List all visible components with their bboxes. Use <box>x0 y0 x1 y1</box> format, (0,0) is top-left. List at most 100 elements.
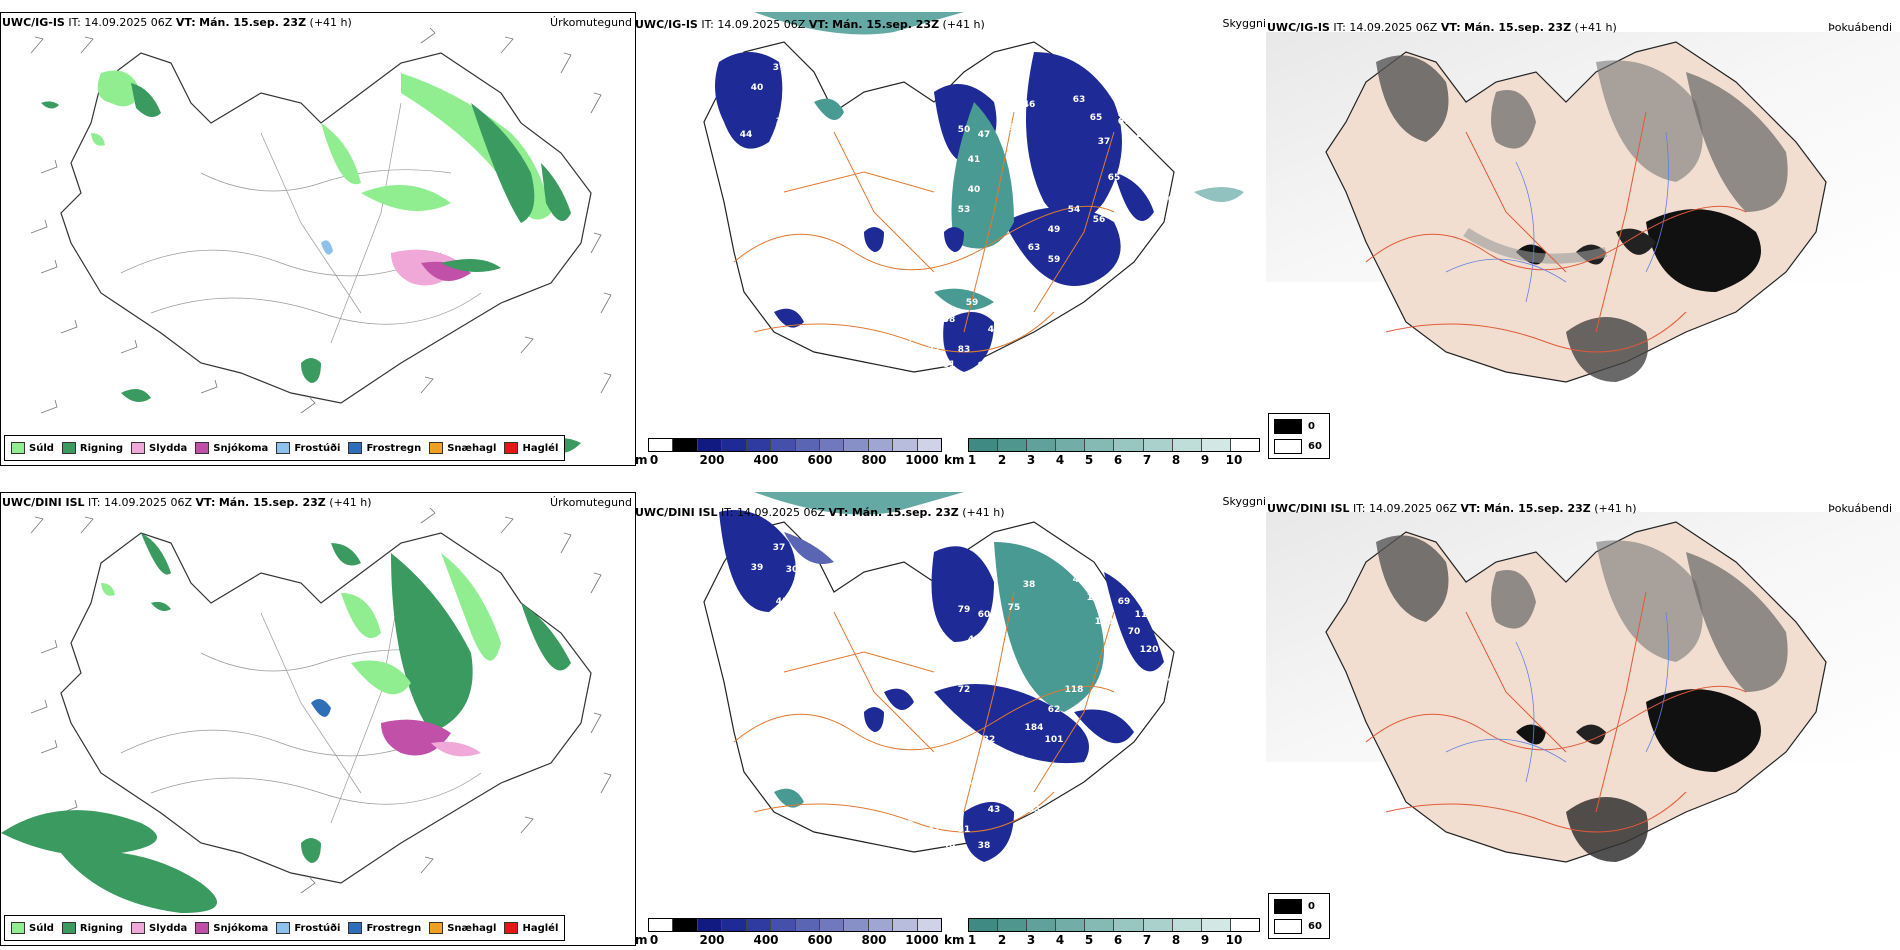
cloud-base-value-label: 63 <box>1073 95 1086 105</box>
cloud-base-value-label: 566 <box>1090 695 1109 705</box>
cloud-base-value-label: 38 <box>978 841 991 851</box>
cloud-base-value-label: 43 <box>1073 575 1086 585</box>
fog-fields-row1 <box>1376 55 1788 382</box>
legend-item-drizzle: Súld <box>11 922 54 934</box>
cloud-base-value-label: 110 <box>1095 617 1114 627</box>
cloud-base-value-label: 76 <box>878 830 891 840</box>
cloud-base-value-label: 101 <box>1045 735 1064 745</box>
cloud-base-value-label: 50 <box>1008 775 1021 785</box>
fog-index-label-row1: Þokuábendi <box>1828 21 1892 34</box>
cloud-base-value-label: 83 <box>1028 805 1041 815</box>
cloud-base-value-label: 51 <box>958 825 971 835</box>
cloud-base-value-label: 69 <box>1128 147 1141 157</box>
cloud-base-value-label: 44 <box>740 130 753 140</box>
cloud-base-value-label: 79 <box>1108 653 1121 663</box>
cloud-base-value-label: 81 <box>893 855 906 865</box>
road-network <box>1365 591 1747 833</box>
cloud-base-value-label: 56 <box>1093 215 1106 225</box>
cloud-base-value-label: 39 <box>751 563 764 573</box>
fog-panel-row1: UWC/IG-IS IT: 14.09.2025 06Z VT: Mán. 15… <box>1266 12 1900 464</box>
cloud-base-value-label: 38 <box>776 117 789 127</box>
cloud-vis-map-row1: 37 29 40 38 44 55 45 58 46 97 63 65 67 50 47 41 40 37 54 56… <box>703 12 1244 385</box>
vt-label: VT: <box>175 16 196 29</box>
legend-item-rain: Rigning <box>61 922 123 934</box>
fog-fields-row2 <box>1376 535 1788 862</box>
lead-time: (+41 h) <box>309 16 352 29</box>
cloud-base-value-label: 96 <box>968 665 981 675</box>
cloud-vis-title-row1: UWC/IG-IS IT: 14.09.2025 06Z VT: Mán. 15… <box>635 18 985 31</box>
precip-legend-row2: Súld Rigning Slydda Snjókoma Frostúði Fr… <box>4 915 566 941</box>
cloud-base-value-label: 81 <box>943 360 956 370</box>
visibility-colorbar-row2 <box>968 918 1260 932</box>
legend-item-snow-pellets: Snæhagl <box>429 442 496 454</box>
precip-panel-row1: UWC/IG-IS IT: 14.09.2025 06Z VT: Mán. 15… <box>0 12 636 466</box>
cloud-base-value-label: 113 <box>925 785 944 795</box>
precip-map-row2 <box>1 507 612 913</box>
cloud-base-value-label: 59 <box>1048 255 1061 265</box>
cloud-base-labels-row1: 37 29 40 38 44 55 45 58 46 97 63 65 67 50 47 41 40 37 54 56… <box>740 63 1181 385</box>
cloud-base-value-label: 42 <box>958 755 971 765</box>
legend-item-snow: Snjókoma <box>195 442 268 454</box>
road-network <box>1365 111 1747 353</box>
legend-item-freezing-drizzle: Frostúði <box>276 442 340 454</box>
cloud-base-value-label: 37 <box>773 543 786 553</box>
legend-item-sleet: Slydda <box>131 922 187 934</box>
cloud-base-ticks-row2: m 0 200 400 600 800 1000 <box>635 933 939 944</box>
precip-type-label-row2: Úrkomutegund <box>550 496 632 509</box>
cloud-base-value-label: 65 <box>1108 173 1121 183</box>
cloud-base-value-label: 25 <box>893 375 906 385</box>
fog-map-row2 <box>1266 512 1900 863</box>
cloud-base-value-label: 46 <box>1023 100 1036 110</box>
cloud-base-value-label: 97 <box>1008 123 1021 133</box>
cloud-base-value-label: 72 <box>908 335 921 345</box>
cloud-base-value-label: 58 <box>793 177 806 187</box>
cloud-base-value-label: 38 <box>1038 785 1051 795</box>
cloud-base-value-label: 37 <box>1098 137 1111 147</box>
cloud-base-value-label: 41 <box>928 825 941 835</box>
cloud-base-value-label: 120 <box>1140 645 1159 655</box>
fog-panel-row2: UWC/DINI ISL IT: 14.09.2025 06Z VT: Mán.… <box>1266 492 1900 944</box>
cloud-base-value-label: 60 <box>978 610 991 620</box>
cloud-base-value-label: 40 <box>751 83 764 93</box>
cloud-base-colorbar-row2 <box>648 918 942 932</box>
cloud-base-value-label: 41 <box>740 610 753 620</box>
cloud-base-value-label: 44 <box>966 778 979 788</box>
fog-title-row1: UWC/IG-IS IT: 14.09.2025 06Z VT: Mán. 15… <box>1267 21 1617 34</box>
cloud-base-value-label: 41 <box>968 635 981 645</box>
cloud-fields-row2 <box>719 510 1164 862</box>
precip-fields-row2 <box>1 533 571 913</box>
precip-panel-row2: UWC/DINI ISL IT: 14.09.2025 06Z VT: Mán.… <box>0 492 636 946</box>
it-value: 14.09.2025 06Z <box>84 16 173 29</box>
cloud-base-value-label: 58 <box>943 315 956 325</box>
cloud-base-value-label: 67 <box>1008 295 1021 305</box>
visibility-ticks-row2: km 1 2 3 4 5 6 7 8 9 10 <box>944 933 1243 944</box>
cloud-base-colorbar-row1 <box>648 438 942 452</box>
cloud-base-value-label: 49 <box>1013 755 1026 765</box>
cloud-base-value-label: 61 <box>908 815 921 825</box>
cloud-base-value-label: 128 <box>1087 593 1106 603</box>
legend-item-sleet: Slydda <box>131 442 187 454</box>
model-name: UWC/IG-IS <box>2 16 65 29</box>
cloud-base-value-label: 83 <box>958 345 971 355</box>
cloud-base-value-label: 76 <box>863 310 876 320</box>
cloud-base-value-label: 45 <box>798 153 811 163</box>
legend-item-freezing-rain: Frostregn <box>348 922 421 934</box>
fog-legend-row2: 0 60 <box>1268 893 1330 939</box>
precip-fields-row1 <box>41 70 581 453</box>
cloud-base-ticks-row1: m 0 200 400 600 800 1000 <box>635 453 939 464</box>
legend-item-hail: Haglél <box>504 922 558 934</box>
fog-index-label-row2: Þokuábendi <box>1828 502 1892 515</box>
cloud-base-value-label: 53 <box>793 657 806 667</box>
legend-item-hail: Haglél <box>504 442 558 454</box>
vt-value: Mán. 15.sep. 23Z <box>199 16 307 29</box>
river-network <box>1445 611 1669 783</box>
cloud-base-value-label: 69 <box>1118 597 1131 607</box>
visibility-colorbar-row1 <box>968 438 1260 452</box>
cloud-base-value-label: 50 <box>958 125 971 135</box>
wind-barbs <box>30 507 612 894</box>
cloud-base-value-label: 53 <box>958 205 971 215</box>
cloud-base-value-label: 72 <box>958 685 971 695</box>
cloud-base-value-label: 46 <box>823 243 836 253</box>
cloud-base-value-label: 75 <box>1008 603 1021 613</box>
